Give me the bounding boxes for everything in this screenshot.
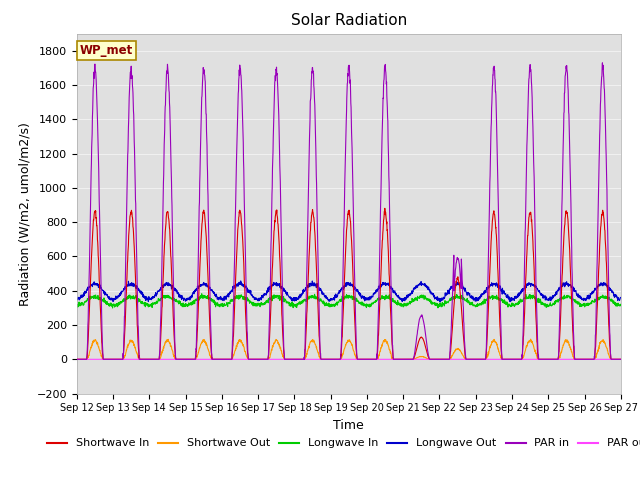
X-axis label: Time: Time	[333, 419, 364, 432]
Legend: Shortwave In, Shortwave Out, Longwave In, Longwave Out, PAR in, PAR out: Shortwave In, Shortwave Out, Longwave In…	[43, 434, 640, 453]
Y-axis label: Radiation (W/m2, umol/m2/s): Radiation (W/m2, umol/m2/s)	[18, 121, 31, 306]
Text: WP_met: WP_met	[79, 44, 132, 58]
Title: Solar Radiation: Solar Radiation	[291, 13, 407, 28]
